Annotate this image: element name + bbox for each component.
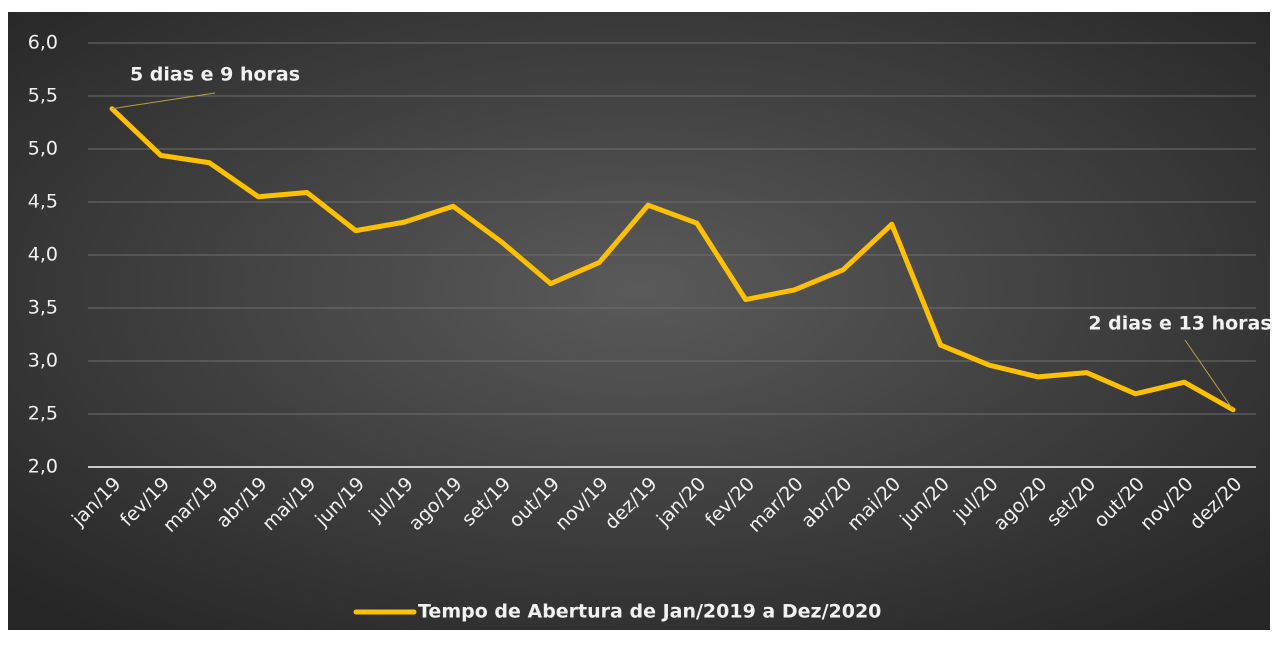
y-tick-label: 6,0 [28, 32, 58, 54]
y-tick-label: 4,0 [28, 244, 58, 266]
legend-label: Tempo de Abertura de Jan/2019 a Dez/2020 [418, 601, 881, 623]
y-tick-label: 2,5 [28, 403, 58, 425]
annotation: 5 dias e 9 horas [130, 64, 300, 86]
annotation-leader [1184, 339, 1234, 411]
annotation-leader [111, 92, 216, 110]
y-tick-label: 2,0 [28, 456, 58, 478]
annotation: 2 dias e 13 horas [1088, 313, 1271, 335]
y-tick-label: 3,5 [28, 297, 58, 319]
y-tick-label: 5,5 [28, 85, 58, 107]
y-tick-label: 5,0 [28, 138, 58, 160]
y-tick-label: 3,0 [28, 350, 58, 372]
y-tick-label: 4,5 [28, 191, 58, 213]
chart-background [8, 12, 1270, 630]
data-line [109, 106, 1236, 413]
